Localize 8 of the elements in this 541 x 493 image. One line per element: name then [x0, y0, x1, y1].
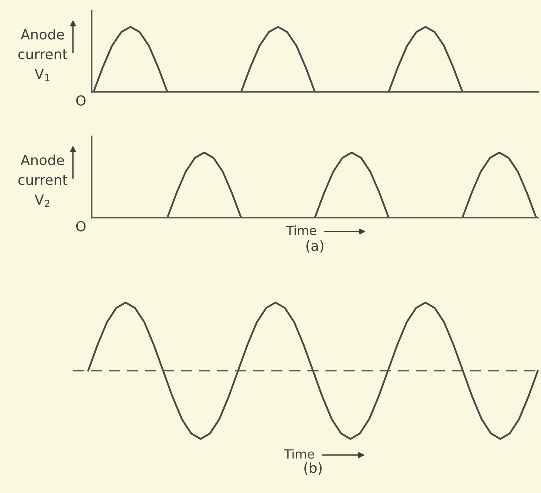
text: O: [76, 95, 86, 106]
y-axis-title: Anode current V$_{2}$: [18, 154, 68, 208]
text: (b): [304, 462, 322, 475]
text: O: [76, 221, 86, 232]
x-axis-title: Time: [286, 226, 316, 236]
text: (a): [306, 240, 324, 253]
x-axis-title: Time: [284, 449, 314, 459]
y-axis-title: Anode current V$_{1}$: [18, 29, 68, 82]
